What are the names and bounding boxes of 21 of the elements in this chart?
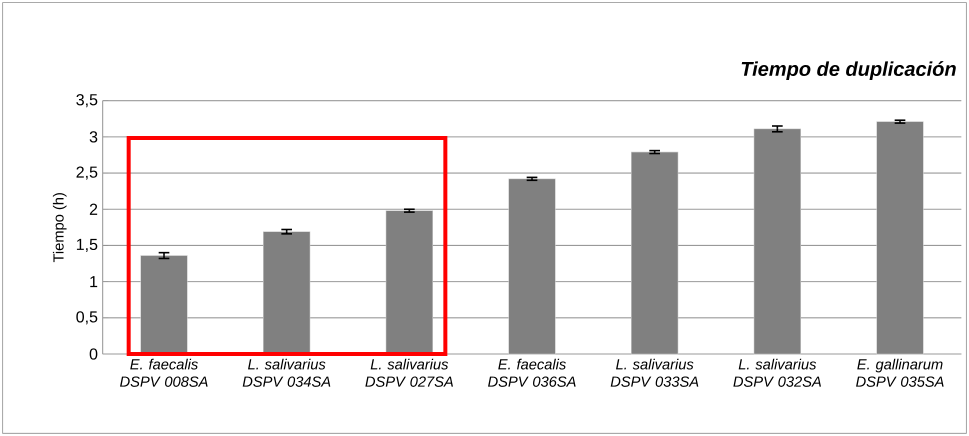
chart-title: Tiempo de duplicación	[742, 61, 956, 80]
y-tick-label: 3,5	[76, 94, 98, 108]
y-tick-label: 1,5	[76, 238, 98, 252]
bar	[876, 121, 924, 354]
y-tick-label: 0,5	[76, 311, 98, 324]
x-tick-label: E. faecalis DSPV 036SA	[488, 358, 576, 387]
bar	[508, 178, 556, 354]
x-tick-label: L. salivarius DSPV 034SA	[242, 358, 330, 387]
y-tick-label: 2	[90, 204, 98, 215]
y-tick-label: 3	[90, 131, 98, 143]
y-tick-label: 0	[90, 348, 98, 360]
x-tick-label: E. gallinarum DSPV 035SA	[856, 358, 944, 387]
y-tick-label: 1	[90, 276, 98, 288]
x-tick-label: L. salivarius DSPV 027SA	[365, 358, 453, 387]
y-axis-title: Tiempo (h)	[52, 193, 67, 262]
y-tick-label: 2,5	[76, 166, 98, 180]
x-tick-label: E. faecalis DSPV 008SA	[120, 358, 208, 387]
x-tick-label: L. salivarius DSPV 032SA	[733, 358, 821, 387]
x-tick-label: L. salivarius DSPV 033SA	[610, 358, 698, 387]
bar	[631, 152, 678, 354]
bar	[754, 128, 801, 354]
